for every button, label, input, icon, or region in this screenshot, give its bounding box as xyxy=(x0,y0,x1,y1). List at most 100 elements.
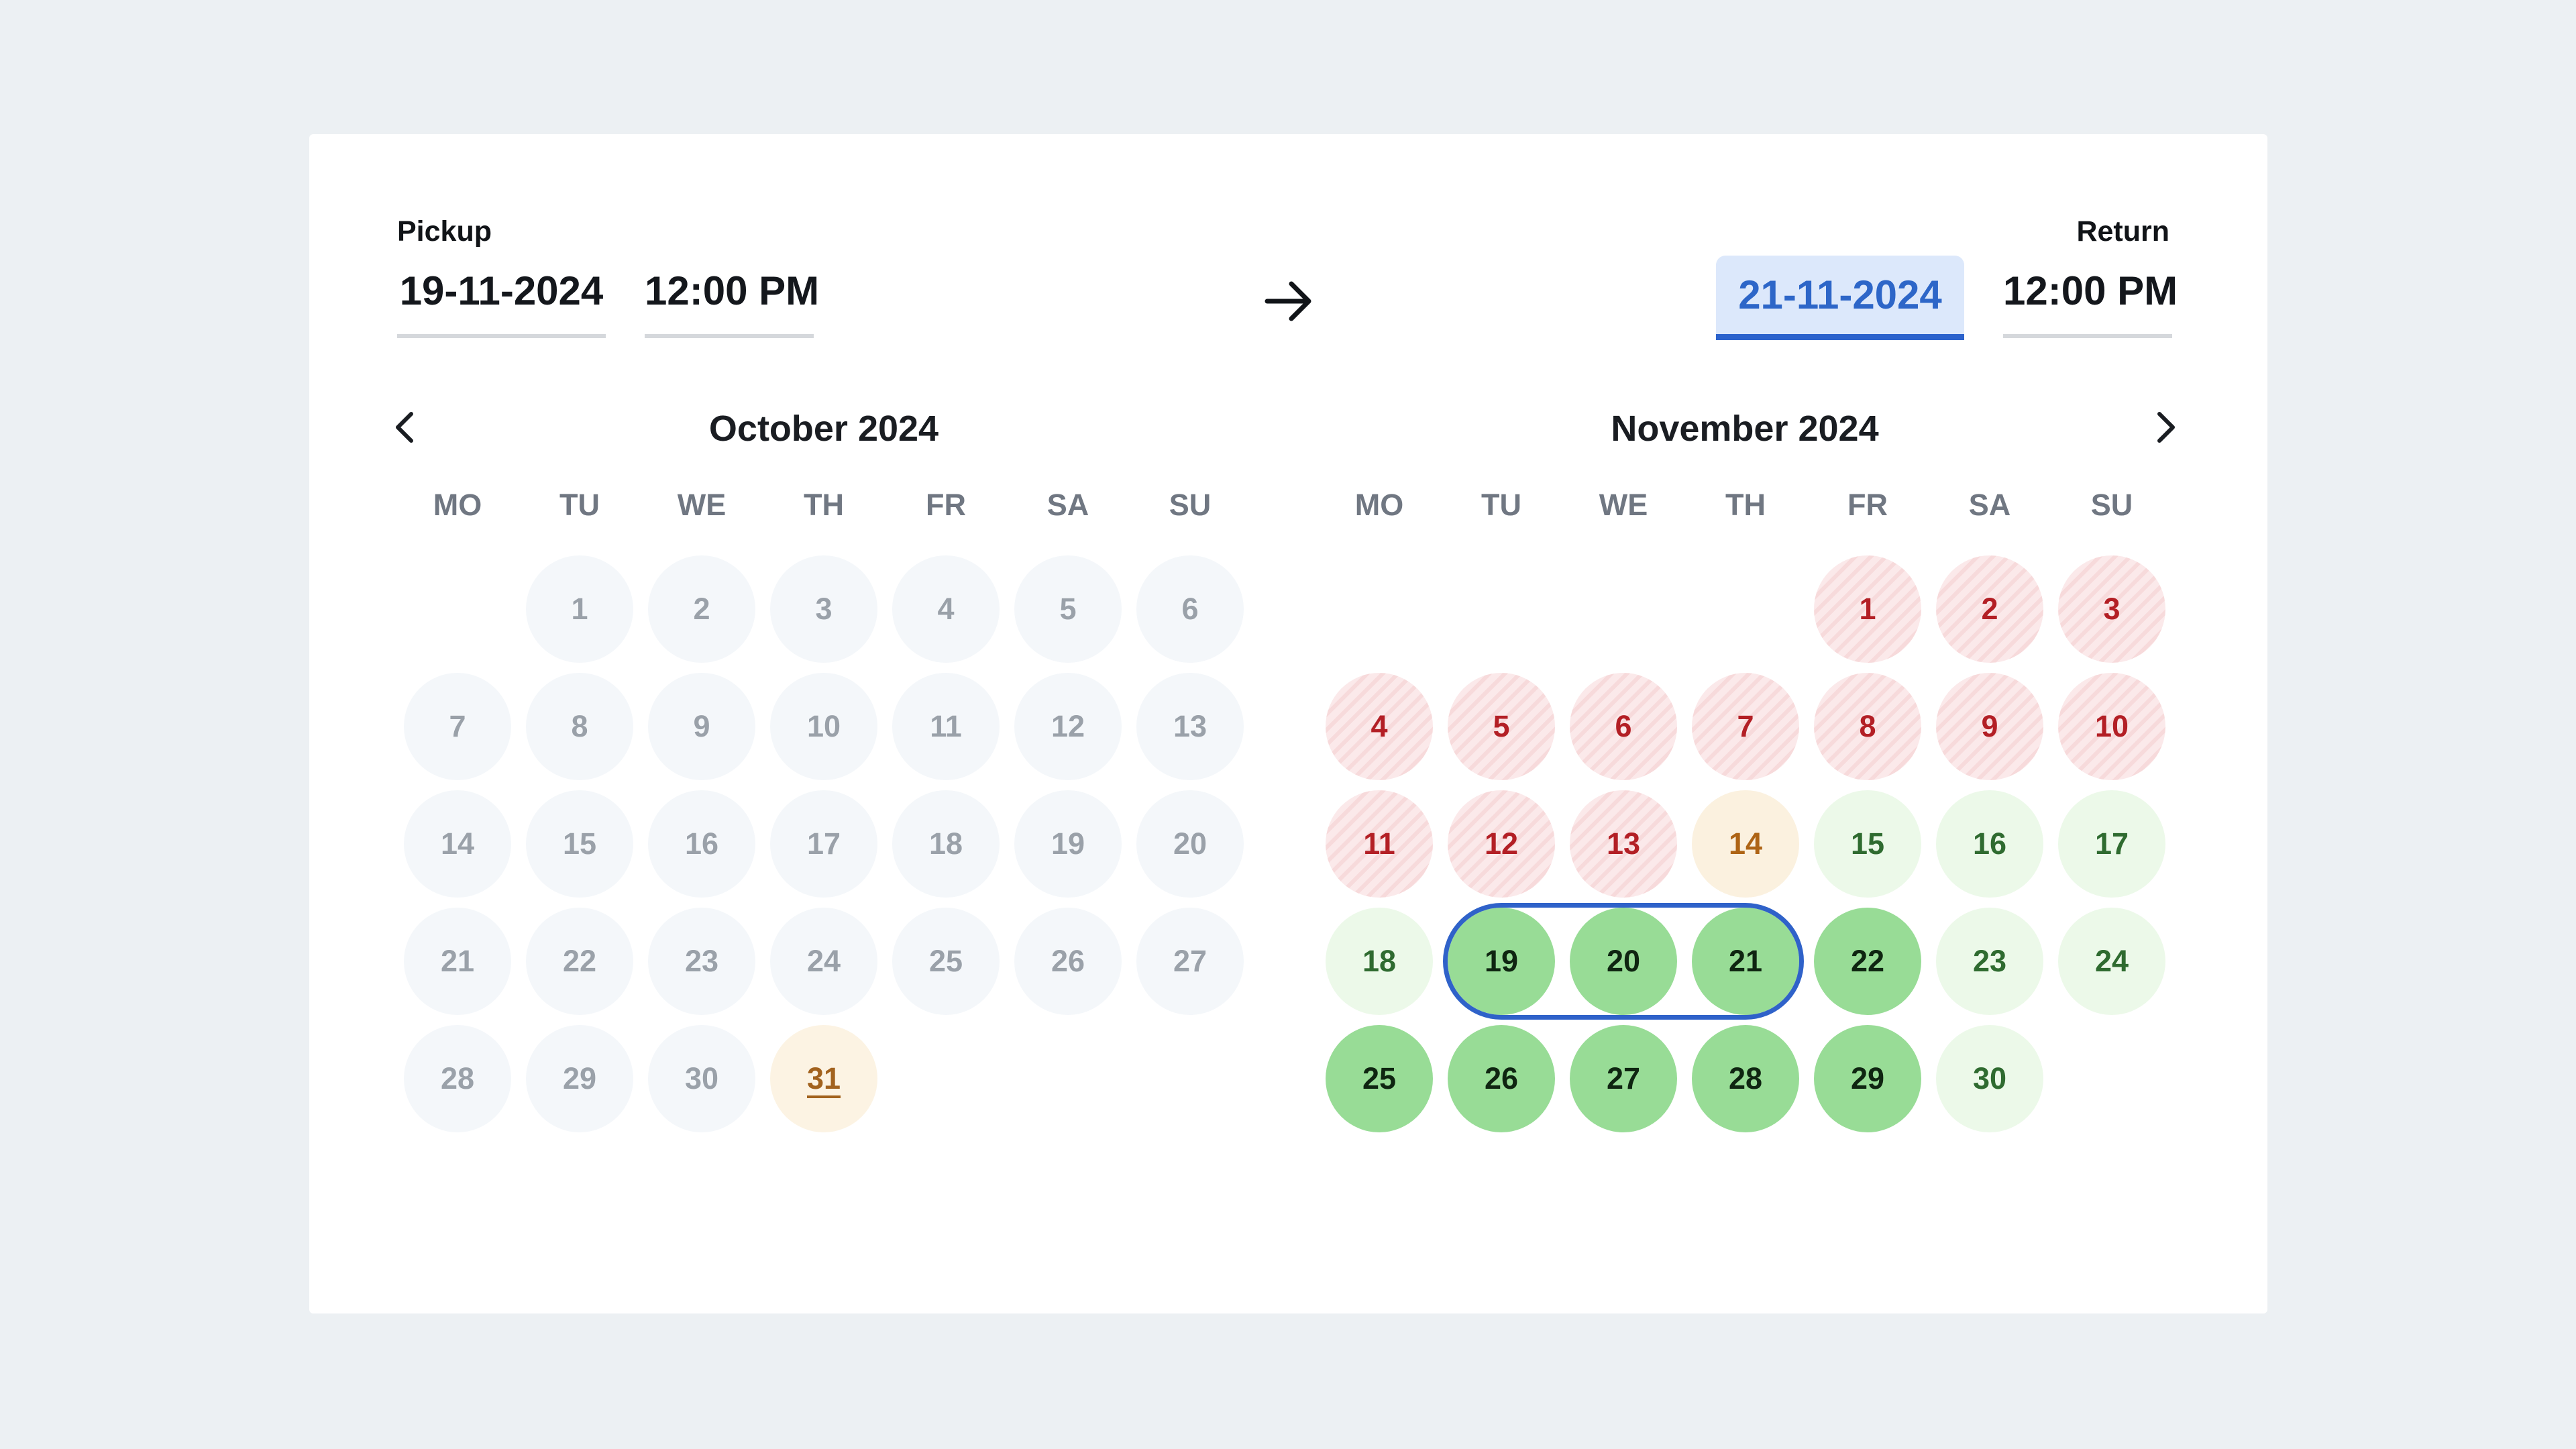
pickup-time-value: 12:00 PM xyxy=(645,268,820,313)
day-number: 10 xyxy=(2094,709,2129,743)
day-cell[interactable]: 10 xyxy=(2058,673,2165,780)
day-cell[interactable]: 11 xyxy=(892,673,1000,780)
day-number: 3 xyxy=(815,592,833,626)
day-cell[interactable]: 8 xyxy=(526,673,633,780)
day-cell[interactable]: 9 xyxy=(1936,673,2043,780)
day-cell[interactable]: 6 xyxy=(1570,673,1677,780)
day-cell[interactable]: 12 xyxy=(1448,790,1555,898)
day-cell[interactable]: 22 xyxy=(1814,908,1921,1015)
day-cell[interactable]: 25 xyxy=(1326,1025,1433,1132)
day-number: 10 xyxy=(806,709,841,743)
day-cell[interactable]: 7 xyxy=(1692,673,1799,780)
day-cell[interactable]: 3 xyxy=(770,555,877,663)
day-number: 7 xyxy=(1737,709,1754,743)
day-cell[interactable]: 20 xyxy=(1136,790,1244,898)
day-number: 6 xyxy=(1181,592,1199,626)
day-cell[interactable]: 7 xyxy=(404,673,511,780)
pickup-time-field[interactable]: 12:00 PM xyxy=(645,267,820,338)
day-cell[interactable]: 3 xyxy=(2058,555,2165,663)
day-number: 20 xyxy=(1606,944,1641,978)
day-number: 6 xyxy=(1615,709,1632,743)
weekday-header: SU xyxy=(2090,488,2133,522)
day-cell[interactable]: 24 xyxy=(2058,908,2165,1015)
day-cell[interactable]: 26 xyxy=(1014,908,1122,1015)
day-number: 16 xyxy=(1972,826,2007,861)
day-cell[interactable]: 25 xyxy=(892,908,1000,1015)
day-number: 21 xyxy=(440,944,475,978)
day-number: 30 xyxy=(1972,1061,2007,1095)
day-number: 31 xyxy=(806,1061,841,1095)
day-cell[interactable]: 13 xyxy=(1136,673,1244,780)
day-cell[interactable]: 5 xyxy=(1448,673,1555,780)
day-number: 18 xyxy=(1362,944,1397,978)
day-number: 25 xyxy=(928,944,963,978)
day-number: 19 xyxy=(1484,944,1519,978)
day-cell[interactable]: 21 xyxy=(404,908,511,1015)
pickup-label: Pickup xyxy=(397,215,492,248)
day-cell[interactable]: 19 xyxy=(1448,908,1555,1015)
arrow-right-icon xyxy=(1265,281,1311,321)
day-number: 18 xyxy=(928,826,963,861)
chevron-left-icon[interactable] xyxy=(386,407,426,447)
day-cell[interactable]: 23 xyxy=(648,908,755,1015)
day-number: 11 xyxy=(930,709,962,743)
day-cell[interactable]: 16 xyxy=(648,790,755,898)
day-cell[interactable]: 20 xyxy=(1570,908,1677,1015)
day-cell[interactable]: 31 xyxy=(770,1025,877,1132)
day-number: 1 xyxy=(1859,592,1876,626)
pickup-date-field[interactable]: 19-11-2024 xyxy=(397,267,606,338)
day-cell[interactable]: 4 xyxy=(1326,673,1433,780)
day-cell[interactable]: 21 xyxy=(1692,908,1799,1015)
day-number: 4 xyxy=(937,592,955,626)
day-cell[interactable]: 5 xyxy=(1014,555,1122,663)
pickup-date-value: 19-11-2024 xyxy=(399,268,604,313)
day-cell[interactable]: 10 xyxy=(770,673,877,780)
day-cell[interactable]: 13 xyxy=(1570,790,1677,898)
day-cell[interactable]: 28 xyxy=(1692,1025,1799,1132)
day-cell[interactable]: 14 xyxy=(404,790,511,898)
day-cell[interactable]: 6 xyxy=(1136,555,1244,663)
day-cell[interactable]: 17 xyxy=(770,790,877,898)
day-cell[interactable]: 18 xyxy=(1326,908,1433,1015)
day-cell[interactable]: 29 xyxy=(526,1025,633,1132)
day-cell[interactable]: 30 xyxy=(648,1025,755,1132)
day-cell[interactable]: 27 xyxy=(1136,908,1244,1015)
day-cell[interactable]: 18 xyxy=(892,790,1000,898)
return-time-field[interactable]: 12:00 PM xyxy=(2003,267,2178,338)
weekday-header: TU xyxy=(559,488,600,522)
weekday-header: TU xyxy=(1481,488,1521,522)
chevron-right-icon[interactable] xyxy=(2145,407,2185,447)
day-cell[interactable]: 2 xyxy=(1936,555,2043,663)
day-cell[interactable]: 1 xyxy=(526,555,633,663)
day-cell[interactable]: 17 xyxy=(2058,790,2165,898)
day-cell[interactable]: 28 xyxy=(404,1025,511,1132)
month-title-right: November 2024 xyxy=(1611,409,1879,449)
day-cell[interactable]: 24 xyxy=(770,908,877,1015)
day-cell[interactable]: 19 xyxy=(1014,790,1122,898)
day-number: 27 xyxy=(1606,1061,1641,1095)
day-cell[interactable]: 26 xyxy=(1448,1025,1555,1132)
day-number: 17 xyxy=(2094,826,2129,861)
day-cell[interactable]: 15 xyxy=(526,790,633,898)
day-number: 3 xyxy=(2103,592,2121,626)
weekday-header: TH xyxy=(804,488,844,522)
day-cell[interactable]: 4 xyxy=(892,555,1000,663)
day-cell[interactable]: 30 xyxy=(1936,1025,2043,1132)
day-number: 29 xyxy=(562,1061,597,1095)
day-cell[interactable]: 27 xyxy=(1570,1025,1677,1132)
day-cell[interactable]: 2 xyxy=(648,555,755,663)
day-cell[interactable]: 1 xyxy=(1814,555,1921,663)
day-cell[interactable]: 14 xyxy=(1692,790,1799,898)
return-date-field[interactable]: 21-11-2024 xyxy=(1716,256,1964,340)
day-number: 17 xyxy=(806,826,841,861)
day-cell[interactable]: 16 xyxy=(1936,790,2043,898)
day-cell[interactable]: 9 xyxy=(648,673,755,780)
day-cell[interactable]: 12 xyxy=(1014,673,1122,780)
day-cell[interactable]: 29 xyxy=(1814,1025,1921,1132)
day-cell[interactable]: 15 xyxy=(1814,790,1921,898)
day-number: 2 xyxy=(1981,592,1998,626)
day-cell[interactable]: 22 xyxy=(526,908,633,1015)
day-cell[interactable]: 11 xyxy=(1326,790,1433,898)
day-cell[interactable]: 23 xyxy=(1936,908,2043,1015)
day-cell[interactable]: 8 xyxy=(1814,673,1921,780)
